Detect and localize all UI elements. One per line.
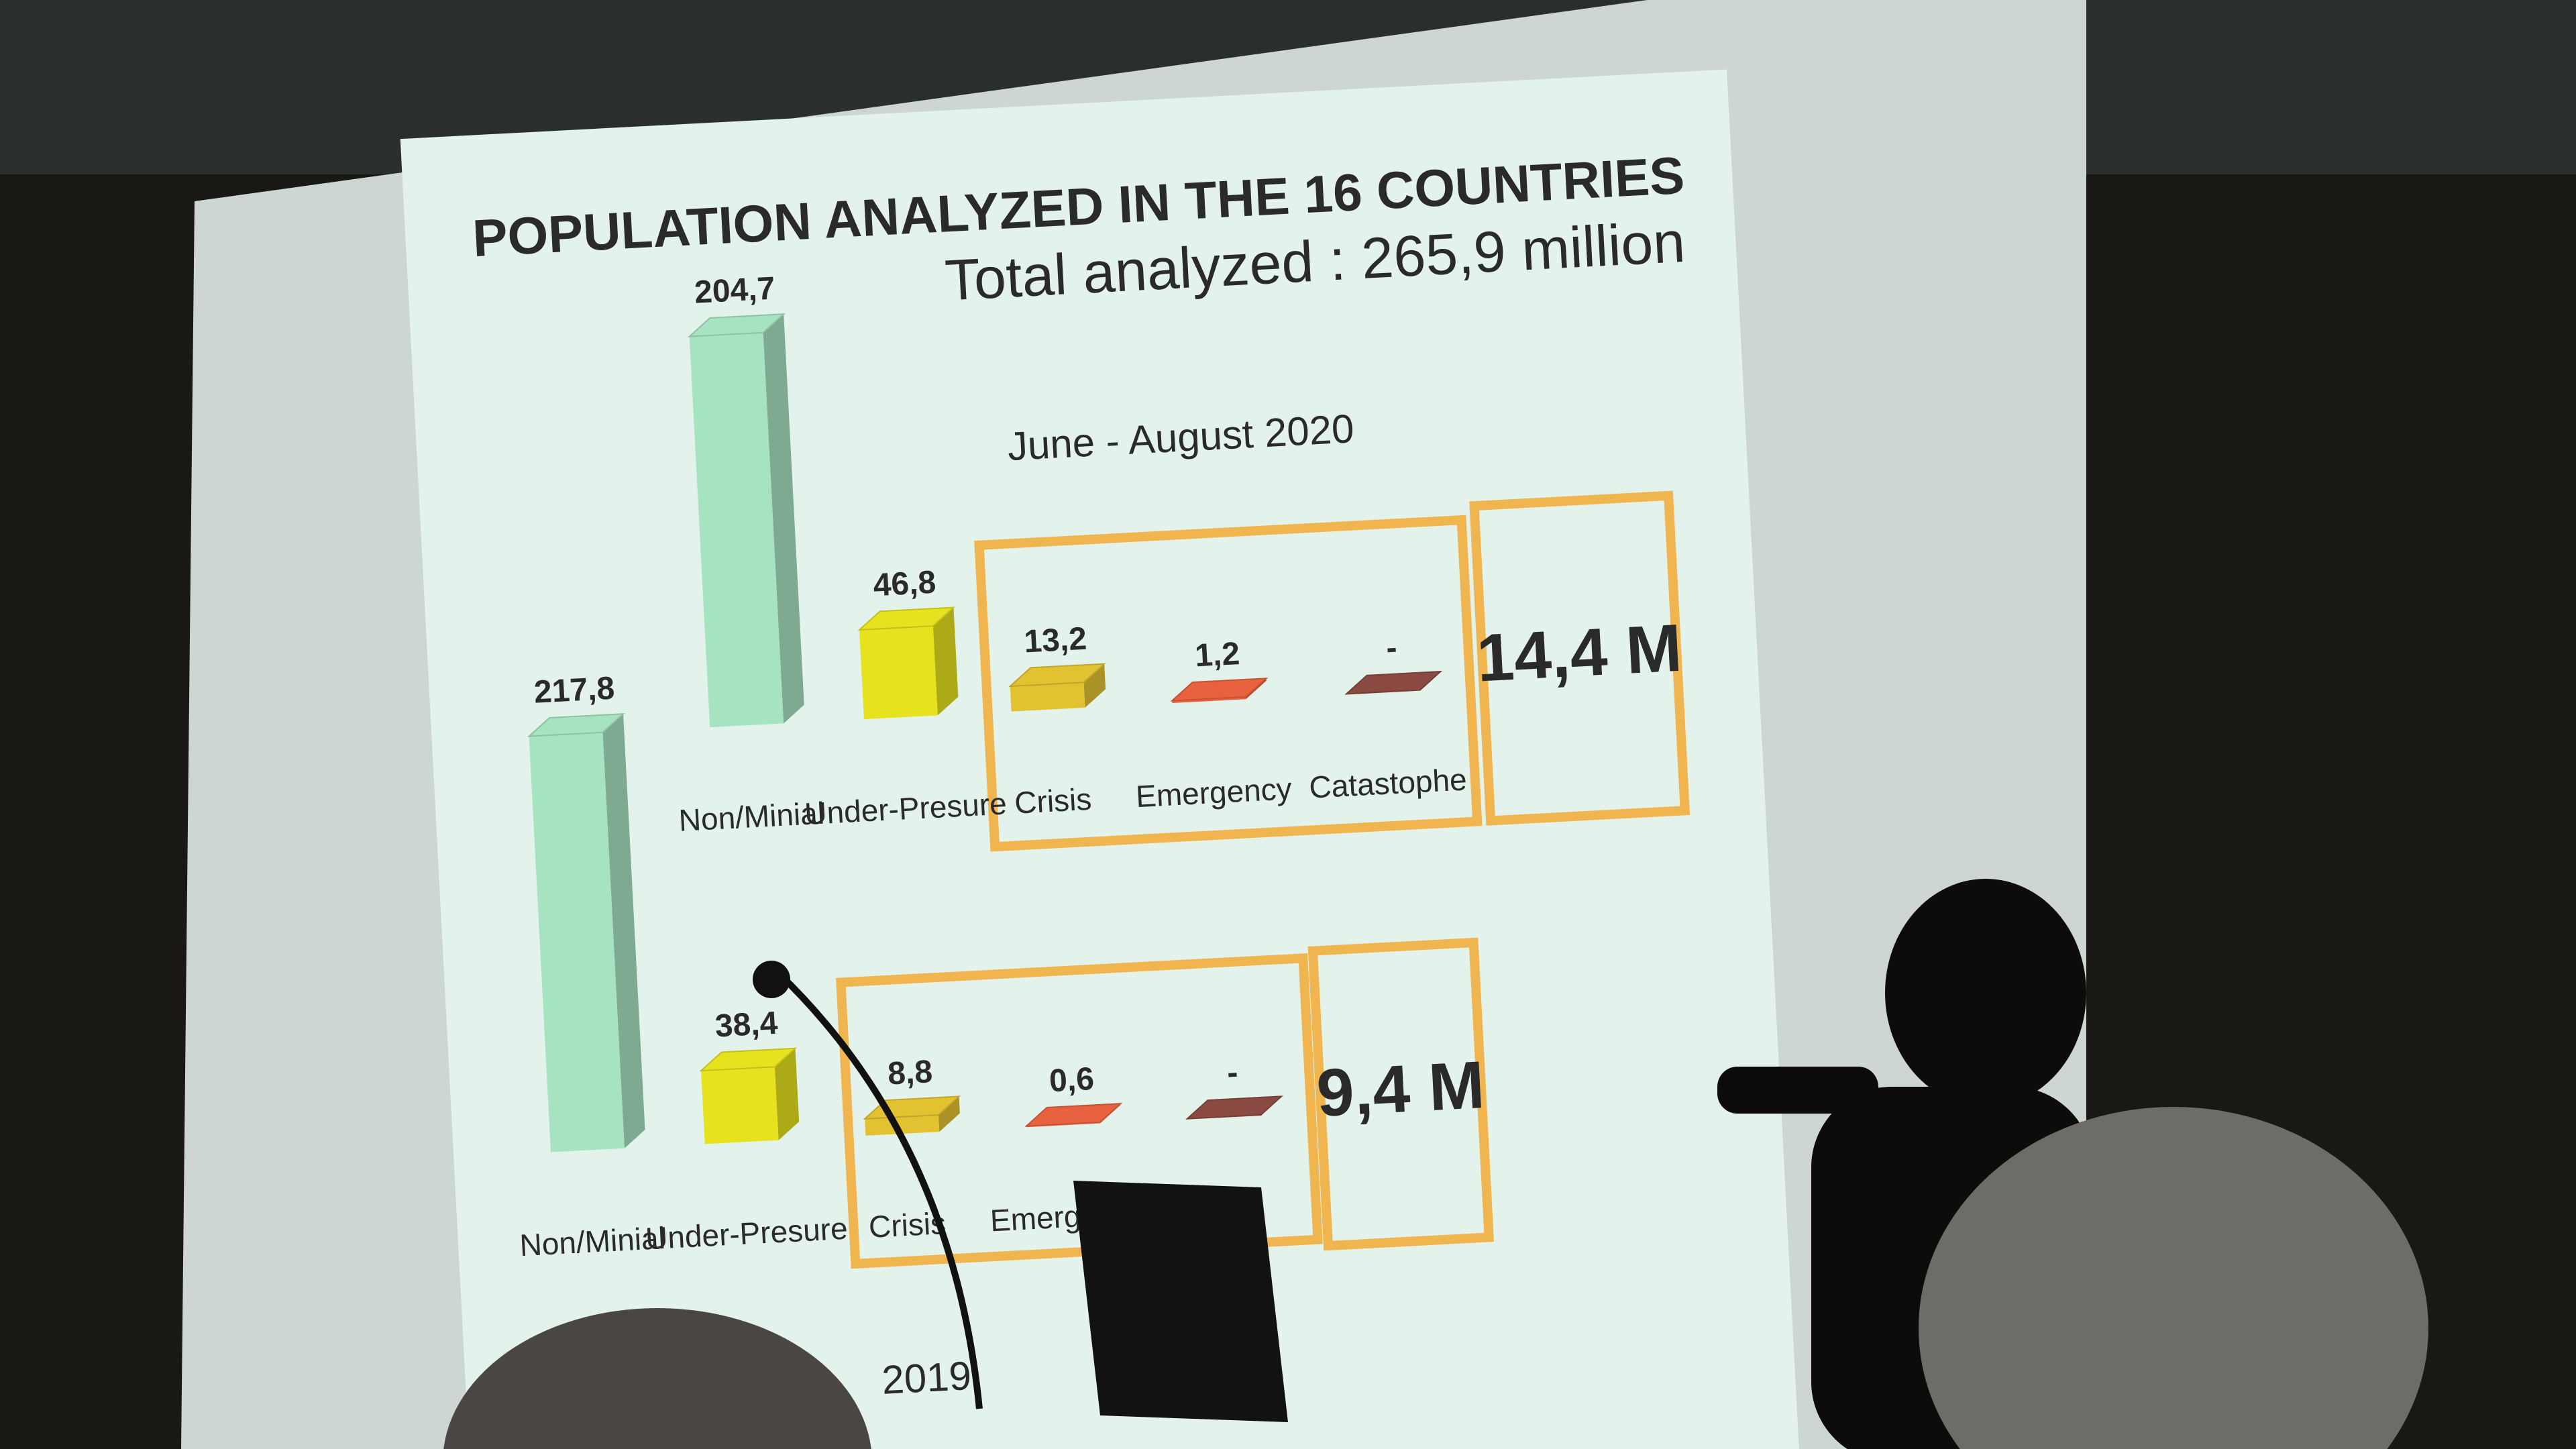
- bar-front: [701, 1067, 779, 1144]
- bar-side: [602, 714, 645, 1148]
- presenter-head: [1885, 879, 2086, 1107]
- bar-top: [1024, 1103, 1123, 1127]
- value-label: 0,6: [1049, 1061, 1095, 1099]
- audience-head-left: [443, 1308, 871, 1449]
- bar-front: [689, 332, 784, 728]
- category-box: [974, 515, 1483, 852]
- bar-top: [1170, 678, 1269, 702]
- bar-side: [763, 314, 804, 724]
- value-label: 217,8: [533, 671, 616, 710]
- bar-top: [1185, 1095, 1283, 1120]
- bar-side: [774, 1048, 800, 1140]
- value-label: 204,7: [694, 271, 776, 311]
- microphone-arm: [775, 970, 983, 1409]
- value-label: -: [1226, 1055, 1239, 1091]
- category-label: Catastophe: [1308, 761, 1468, 804]
- bar-front: [865, 1115, 940, 1136]
- period-label: 2019: [881, 1353, 973, 1403]
- bar-top: [699, 1047, 798, 1072]
- category-label: Non/Minial: [678, 796, 825, 838]
- category-label: Non/Minial: [519, 1220, 666, 1263]
- slide: POPULATION ANALYZED IN THE 16 COUNTRIES …: [400, 69, 1801, 1449]
- category-label: Crisis: [1014, 782, 1093, 820]
- total-label: 9,4 M: [1315, 1047, 1487, 1131]
- bar-front: [529, 732, 625, 1152]
- total-label: 14,4 M: [1475, 610, 1684, 696]
- bar-side: [1083, 663, 1106, 708]
- presenter-arm: [1717, 1067, 1878, 1114]
- bar-top: [687, 313, 786, 337]
- value-label: -: [1385, 630, 1398, 666]
- bar-top: [527, 713, 625, 737]
- total-box: [1307, 937, 1494, 1251]
- category-label: Emergency: [1135, 771, 1293, 814]
- bar-top: [1008, 663, 1106, 688]
- bar-top: [857, 606, 956, 631]
- value-label: 46,8: [872, 565, 936, 604]
- bar-front: [1010, 682, 1085, 712]
- bar-side: [932, 607, 959, 716]
- value-label: 8,8: [887, 1054, 933, 1091]
- total-box: [1469, 490, 1690, 826]
- audience-head-right: [1919, 1107, 2428, 1449]
- bar-side: [938, 1096, 960, 1132]
- microphone-head: [753, 961, 790, 998]
- value-label: 13,2: [1023, 621, 1087, 660]
- value-label: 1,2: [1194, 636, 1240, 674]
- laptop: [1073, 1181, 1288, 1422]
- bar-top: [1344, 670, 1443, 695]
- value-label: 38,4: [714, 1006, 779, 1044]
- bar-front: [859, 626, 938, 720]
